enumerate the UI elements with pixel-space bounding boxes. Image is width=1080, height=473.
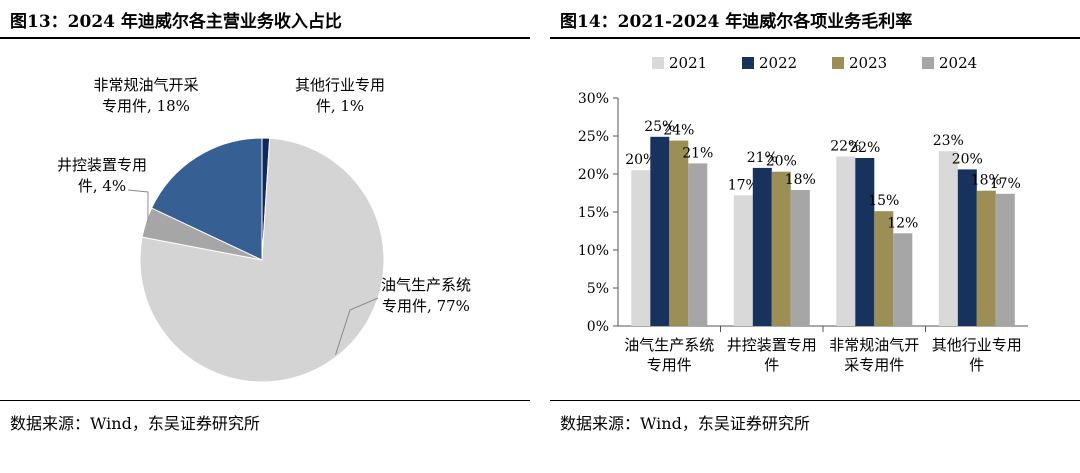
bar-chart: 0%5%10%15%20%25%30%20%25%24%21%油气生产系统专用件…	[578, 54, 1028, 374]
legend-label: 2022	[759, 54, 797, 72]
top-rule	[0, 37, 530, 39]
pie-slice-label: 其他行业专用件, 1%	[295, 76, 385, 115]
bar-2024	[688, 163, 708, 326]
bar-data-label: 17%	[728, 177, 759, 193]
legend-swatch-2021	[652, 57, 664, 69]
legend-label: 2021	[669, 54, 707, 72]
pie-leader-line	[127, 189, 149, 223]
bar-data-label: 22%	[830, 139, 861, 155]
pie-slice-label: 井控装置专用件, 4%	[57, 156, 147, 195]
bar-data-label: 21%	[682, 145, 713, 161]
bar-2021	[631, 170, 651, 326]
pie-leader-line	[335, 297, 379, 355]
bar-2023	[976, 190, 996, 326]
bar-2023	[669, 140, 689, 326]
right-panel: 图14：2021-2024 年迪威尔各项业务毛利率 0% 5% 10% 15% 20% 2…	[550, 0, 1080, 473]
bar-data-label: 18%	[971, 173, 1002, 189]
bar-source-note: 数据来源：Wind，东吴证券研究所	[560, 414, 810, 433]
bar-2022	[650, 136, 670, 326]
bar-data-label: 18%	[785, 172, 816, 188]
bar-2022	[855, 158, 875, 326]
y-tick-label: 5%	[587, 281, 609, 297]
top-rule	[550, 37, 1080, 39]
pie-source-note: 数据来源：Wind，东吴证券研究所	[10, 414, 260, 433]
bar-data-label: 12%	[887, 215, 918, 231]
bar-figure-title: 图14：2021-2024 年迪威尔各项业务毛利率	[560, 12, 913, 32]
bar-2024	[893, 233, 913, 326]
y-tick-label: 20%	[578, 167, 609, 183]
bar-data-label: 20%	[625, 152, 656, 168]
y-tick-label: 15%	[578, 205, 609, 221]
bar-data-label: 15%	[868, 193, 899, 209]
y-tick-label: 0%	[587, 319, 609, 335]
x-category-label: 油气生产系统专用件	[624, 336, 714, 374]
bar-2022	[752, 167, 772, 326]
bar-2022	[957, 169, 977, 326]
legend-swatch-2024	[922, 57, 934, 69]
left-panel: 图13：2024 年迪威尔各主营业务收入占比 其他行业专用件, 1% 油气生产系统…	[0, 0, 530, 473]
bar-data-label: 23%	[933, 133, 964, 149]
bar-2021	[836, 156, 856, 326]
legend-swatch-2022	[742, 57, 754, 69]
x-category-label: 非常规油气开采专用件	[829, 336, 919, 374]
bar-data-label: 24%	[663, 123, 694, 139]
pie-figure-title: 图13：2024 年迪威尔各主营业务收入占比	[10, 12, 342, 32]
bottom-rule	[0, 400, 530, 401]
y-tick-label: 25%	[578, 129, 609, 145]
y-tick-label: 30%	[578, 91, 609, 107]
pie-chart: 其他行业专用件, 1% 油气生产系统专用件, 77% 井控装置专用件, 4% 非常规油…	[57, 76, 471, 383]
bar-2023	[874, 211, 894, 326]
bar-data-label: 21%	[747, 150, 778, 166]
x-category-label: 其他行业专用件	[932, 336, 1022, 374]
legend-label: 2024	[939, 54, 977, 72]
bar-data-label: 20%	[952, 151, 983, 167]
bar-2021	[938, 151, 958, 326]
pie-slice-label: 非常规油气开采专用件, 18%	[93, 76, 198, 115]
legend-swatch-2023	[832, 57, 844, 69]
bar-2024	[790, 190, 810, 326]
bar-2021	[733, 195, 753, 326]
pie-slice-label: 油气生产系统专用件, 77%	[381, 276, 471, 315]
y-tick-label: 10%	[578, 243, 609, 259]
legend-label: 2023	[849, 54, 887, 72]
pie-slice	[150, 137, 263, 261]
bar-data-label: 17%	[990, 176, 1021, 192]
x-category-label: 井控装置专用件	[727, 336, 817, 374]
bar-2024	[995, 193, 1015, 326]
bar-2023	[771, 171, 791, 326]
bar-data-label: 25%	[644, 119, 675, 135]
bar-data-label: 22%	[849, 140, 880, 156]
bottom-rule	[550, 400, 1080, 401]
bar-data-label: 20%	[766, 154, 797, 170]
